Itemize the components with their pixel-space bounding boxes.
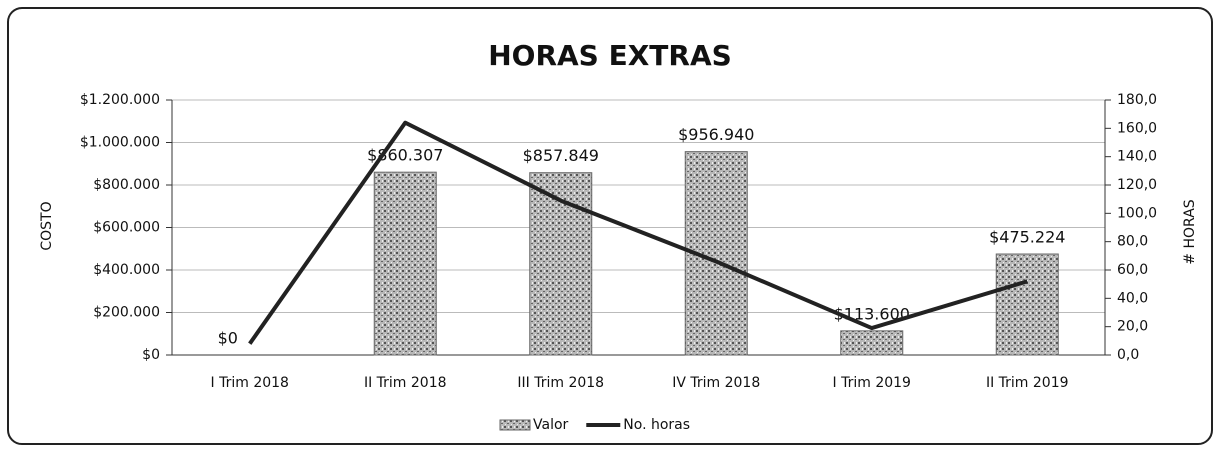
legend-swatch — [499, 419, 531, 431]
x-tick-label: III Trim 2018 — [517, 375, 604, 391]
x-tick-label: I Trim 2018 — [211, 375, 289, 391]
y-tick-label: $600.000 — [93, 220, 160, 236]
value-label: $857.849 — [523, 146, 599, 165]
x-tick-label: I Trim 2019 — [833, 375, 911, 391]
value-label: $956.940 — [678, 125, 754, 144]
y-tick-label: $400.000 — [93, 262, 160, 278]
y2-tick-label: 180,0 — [1117, 92, 1157, 108]
y2-tick-label: 80,0 — [1117, 234, 1148, 250]
bar — [840, 330, 904, 356]
y2-tick-label: 0,0 — [1117, 347, 1139, 363]
y2-tick-label: 20,0 — [1117, 319, 1148, 335]
bar — [995, 253, 1059, 356]
y2-tick-label: 120,0 — [1117, 177, 1157, 193]
y2-axis-title: # HORAS — [1182, 199, 1198, 264]
y-axis-title: COSTO — [39, 201, 55, 250]
y-tick-label: $1.200.000 — [80, 92, 160, 108]
value-label: $0 — [218, 329, 238, 348]
y2-tick-label: 160,0 — [1117, 120, 1157, 136]
x-tick-label: IV Trim 2018 — [672, 375, 760, 391]
y2-tick-label: 100,0 — [1117, 205, 1157, 221]
bar — [373, 171, 437, 356]
legend-label: No. horas — [623, 417, 690, 433]
y2-tick-label: 40,0 — [1117, 290, 1148, 306]
y-tick-label: $1.000.000 — [80, 135, 160, 151]
y2-tick-label: 60,0 — [1117, 262, 1148, 278]
x-tick-label: II Trim 2019 — [986, 375, 1069, 391]
bar — [529, 172, 593, 356]
y-tick-label: $800.000 — [93, 177, 160, 193]
chart-title: HORAS EXTRAS — [488, 39, 732, 72]
value-label: $475.224 — [989, 228, 1065, 247]
line-series — [248, 120, 1028, 345]
legend-label: Valor — [533, 417, 569, 433]
x-tick-label: II Trim 2018 — [364, 375, 447, 391]
y-tick-label: $0 — [142, 347, 160, 363]
y2-tick-label: 140,0 — [1117, 149, 1157, 165]
chart-frame — [7, 7, 1213, 445]
y-tick-label: $200.000 — [93, 305, 160, 321]
